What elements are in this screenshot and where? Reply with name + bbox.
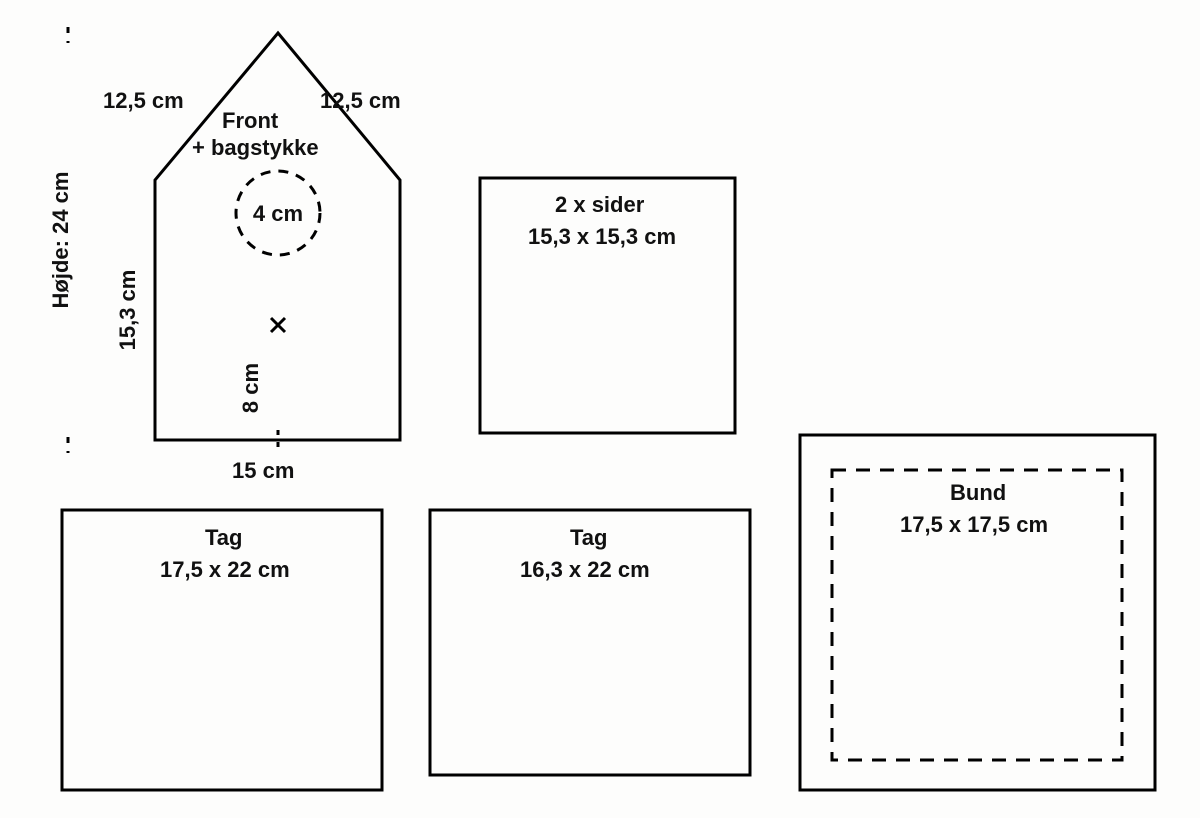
- base-dims: 17,5 x 17,5 cm: [900, 512, 1048, 537]
- front-hole-diameter-label: 4 cm: [253, 201, 303, 226]
- roof2-dims: 16,3 x 22 cm: [520, 557, 650, 582]
- sides-title: 2 x sider: [555, 192, 645, 217]
- roof1-title: Tag: [205, 525, 242, 550]
- roof2-title: Tag: [570, 525, 607, 550]
- perch-distance-label: 8 cm: [238, 363, 263, 413]
- perch-mark-icon: [271, 318, 285, 332]
- height-label: Højde: 24 cm: [48, 172, 73, 309]
- front-base-label: 15 cm: [232, 458, 294, 483]
- front-wall-label: 15,3 cm: [115, 270, 140, 351]
- roof-right-label: 12,5 cm: [320, 88, 401, 113]
- roof1-piece-outline: [62, 510, 382, 790]
- front-title-line2: + bagstykke: [192, 135, 319, 160]
- front-title-line1: Front: [222, 108, 279, 133]
- sides-dims: 15,3 x 15,3 cm: [528, 224, 676, 249]
- roof1-dims: 17,5 x 22 cm: [160, 557, 290, 582]
- roof-left-label: 12,5 cm: [103, 88, 184, 113]
- base-title: Bund: [950, 480, 1006, 505]
